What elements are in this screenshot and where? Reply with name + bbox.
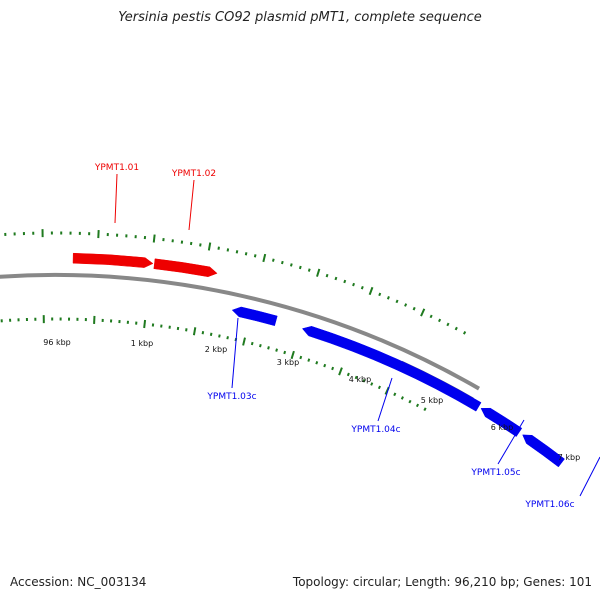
tick-mark bbox=[338, 367, 343, 376]
tick-mark bbox=[325, 273, 329, 278]
tick-mark bbox=[334, 276, 338, 281]
tick-mark bbox=[275, 348, 278, 352]
gene-leader-line bbox=[377, 377, 393, 422]
gene-track bbox=[72, 252, 565, 468]
gene-label: YPMT1.01 bbox=[94, 163, 139, 173]
tick-mark bbox=[290, 350, 295, 360]
gene-label: YPMT1.06c bbox=[524, 500, 574, 510]
tick-mark bbox=[370, 382, 374, 386]
scale-label: 1 kbp bbox=[131, 339, 153, 348]
tick-mark bbox=[299, 355, 303, 360]
scale-label: 5 kbp bbox=[421, 396, 443, 405]
tick-mark bbox=[207, 242, 212, 251]
gene-label: YPMT1.05c bbox=[470, 468, 520, 478]
tick-mark bbox=[378, 292, 382, 297]
tick-mark bbox=[226, 248, 230, 252]
tick-mark bbox=[429, 314, 433, 319]
scale-labels: 96 kbp 1 kbp 2 kbp 3 kbp 4 kbp 5 kbp 6 kbp 7 kb… bbox=[43, 338, 580, 462]
scale-label: 3 kbp bbox=[277, 358, 299, 367]
gene-arrow-ypmt1-04c bbox=[301, 326, 482, 412]
tick-mark bbox=[267, 346, 270, 350]
tick-mark bbox=[423, 407, 427, 411]
tick-mark bbox=[404, 303, 408, 307]
tick-mark bbox=[307, 268, 311, 272]
gene-leader-line bbox=[579, 456, 600, 497]
tick-mark bbox=[331, 366, 335, 371]
scale-label: 96 kbp bbox=[43, 338, 71, 347]
tick-mark bbox=[354, 375, 358, 380]
tick-mark bbox=[201, 331, 205, 335]
gene-arrow-ypmt1-06c bbox=[522, 434, 565, 468]
tick-mark bbox=[323, 363, 327, 368]
tick-mark bbox=[235, 250, 239, 254]
gene-leader-line bbox=[231, 317, 239, 389]
tick-mark bbox=[242, 337, 246, 346]
tick-mark bbox=[226, 336, 229, 340]
tick-mark bbox=[454, 326, 458, 331]
tick-mark bbox=[400, 396, 404, 400]
tick-mark bbox=[412, 306, 416, 311]
map-title: Yersinia pestis CO92 plasmid pMT1, compl… bbox=[118, 10, 482, 25]
gene-arrow-ypmt1-02 bbox=[153, 258, 218, 277]
tick-mark bbox=[346, 372, 350, 377]
gene-label: YPMT1.04c bbox=[350, 425, 400, 435]
gene-leader-line bbox=[114, 173, 118, 224]
tick-mark bbox=[289, 263, 293, 267]
gene-labels: YPMT1.01 YPMT1.02 YPMT1.03c YPMT1.04c YPMT1.… bbox=[94, 163, 600, 510]
tick-mark bbox=[307, 358, 311, 362]
tick-mark bbox=[315, 361, 319, 365]
gene-arrow-ypmt1-01 bbox=[72, 252, 154, 268]
tick-mark bbox=[368, 286, 374, 296]
tick-mark bbox=[420, 308, 426, 317]
tick-mark bbox=[360, 285, 364, 290]
accession-text: Accession: NC_003134 bbox=[10, 575, 147, 589]
gene-arrow-ypmt1-05c bbox=[480, 407, 523, 437]
summary-text: Topology: circular; Length: 96,210 bp; G… bbox=[292, 575, 592, 589]
scale-label: 2 kbp bbox=[205, 345, 227, 354]
gene-leader-line bbox=[188, 179, 195, 231]
tick-mark bbox=[298, 265, 302, 270]
backbone-line bbox=[0, 273, 480, 391]
tick-mark bbox=[352, 282, 355, 287]
tick-mark bbox=[377, 385, 381, 390]
gene-label: YPMT1.03c bbox=[206, 392, 256, 402]
tick-mark bbox=[271, 258, 275, 262]
inner-tick-track bbox=[0, 315, 427, 411]
scale-label: 7 kbp bbox=[558, 453, 580, 462]
outer-tick-track bbox=[4, 229, 467, 335]
tick-mark bbox=[259, 343, 262, 348]
tick-mark bbox=[438, 318, 442, 323]
tick-mark bbox=[143, 319, 147, 329]
tick-mark bbox=[262, 253, 267, 263]
tick-mark bbox=[280, 260, 284, 265]
tick-mark bbox=[395, 299, 399, 304]
scale-label: 6 kbp bbox=[491, 423, 513, 432]
tick-mark bbox=[244, 252, 248, 256]
tick-mark bbox=[253, 254, 257, 258]
tick-mark bbox=[362, 378, 366, 383]
tick-mark bbox=[343, 279, 347, 284]
tick-mark bbox=[209, 332, 213, 336]
gene-label: YPMT1.02 bbox=[171, 169, 216, 179]
tick-mark bbox=[415, 403, 420, 408]
tick-mark bbox=[152, 234, 156, 243]
tick-mark bbox=[316, 268, 321, 277]
tick-mark bbox=[386, 296, 390, 300]
tick-mark bbox=[393, 392, 397, 397]
tick-mark bbox=[283, 350, 287, 355]
tick-mark bbox=[462, 331, 467, 335]
gene-arrow-ypmt1-03c bbox=[231, 306, 278, 327]
tick-mark bbox=[446, 322, 450, 327]
tick-mark bbox=[218, 334, 221, 338]
scale-label: 4 kbp bbox=[349, 375, 371, 384]
tick-mark bbox=[408, 399, 412, 404]
gene-leader-line bbox=[497, 419, 525, 465]
tick-mark bbox=[192, 327, 197, 336]
tick-mark bbox=[250, 341, 254, 346]
sequence-backbone bbox=[0, 273, 480, 391]
tick-mark bbox=[217, 246, 220, 250]
